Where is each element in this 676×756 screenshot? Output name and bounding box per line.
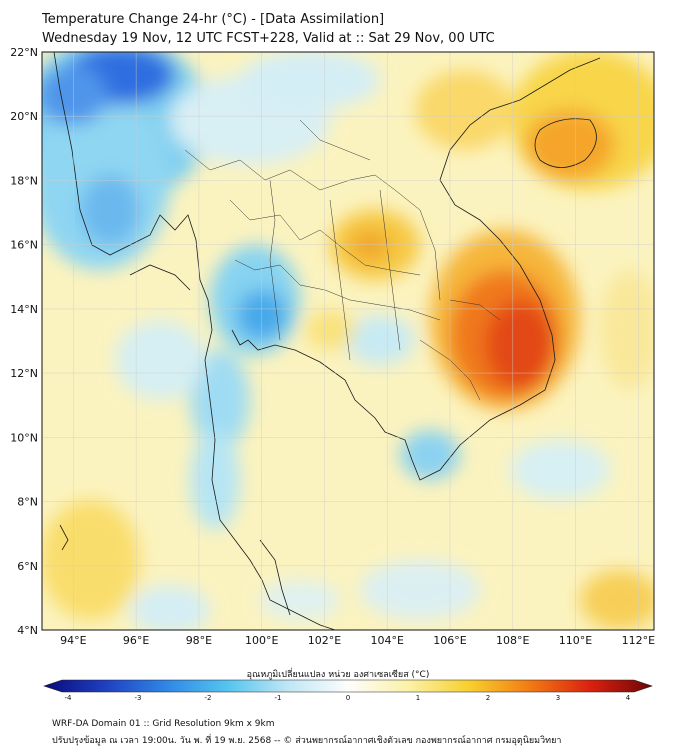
latitude-label: 16°N (10, 239, 38, 252)
latitude-label: 12°N (10, 367, 38, 380)
colorbar-tick-label: 1 (416, 694, 420, 702)
map-frame (41, 51, 655, 631)
colorbar-tick-label: 2 (486, 694, 490, 702)
coastlines (53, 52, 601, 630)
colorbar-tick-label: -1 (275, 694, 282, 702)
colorbar-label: อุณหภูมิเปลี่ยนแปลง หน่วย องศาเซลเซียส (… (246, 670, 430, 680)
longitude-label: 98°E (186, 634, 212, 647)
colorbar-tick-label: -2 (205, 694, 212, 702)
colorbar-tick-label: -3 (135, 694, 142, 702)
footer-model-info: WRF-DA Domain 01 :: Grid Resolution 9km … (52, 719, 275, 729)
colorbar-tick-label: -4 (65, 694, 73, 702)
longitude-label: 110°E (559, 634, 592, 647)
graticule (42, 52, 654, 630)
latitude-label: 20°N (10, 110, 38, 123)
longitude-label: 96°E (123, 634, 149, 647)
longitude-label: 100°E (245, 634, 278, 647)
latitude-label: 6°N (17, 560, 38, 573)
colorbar-tick-label: 3 (556, 694, 560, 702)
latitude-label: 8°N (17, 496, 38, 509)
longitude-label: 108°E (496, 634, 529, 647)
colorbar: -4 -3 -2 -1 0 1 2 3 4 (43, 679, 653, 702)
longitude-label: 112°E (622, 634, 655, 647)
latitude-label: 14°N (10, 303, 38, 316)
province-borders (184, 119, 501, 401)
map-subtitle: Wednesday 19 Nov, 12 UTC FCST+228, Valid… (42, 31, 495, 46)
latitude-label: 10°N (10, 431, 38, 444)
colorbar-tick-label: 0 (346, 694, 350, 702)
longitude-label: 102°E (308, 634, 341, 647)
longitude-label: 106°E (433, 634, 466, 647)
longitude-labels: 94°E 96°E 98°E 100°E 102°E 104°E 106°E 108°E 110… (60, 634, 655, 647)
latitude-label: 18°N (10, 174, 38, 187)
colorbar-tick-label: 4 (626, 694, 631, 702)
temperature-field (42, 52, 654, 630)
latitude-label: 4°N (17, 624, 38, 637)
footer-credit: ปรับปรุงข้อมูล ณ เวลา 19:00น. วัน พ. ที่… (52, 736, 562, 746)
map-title: Temperature Change 24-hr (°C) - [Data As… (42, 12, 385, 27)
longitude-label: 94°E (60, 634, 86, 647)
latitude-label: 22°N (10, 46, 38, 59)
longitude-label: 104°E (371, 634, 404, 647)
latitude-labels: 22°N 20°N 18°N 16°N 14°N 12°N 10°N 8°N 6°N 4°N (10, 46, 38, 637)
